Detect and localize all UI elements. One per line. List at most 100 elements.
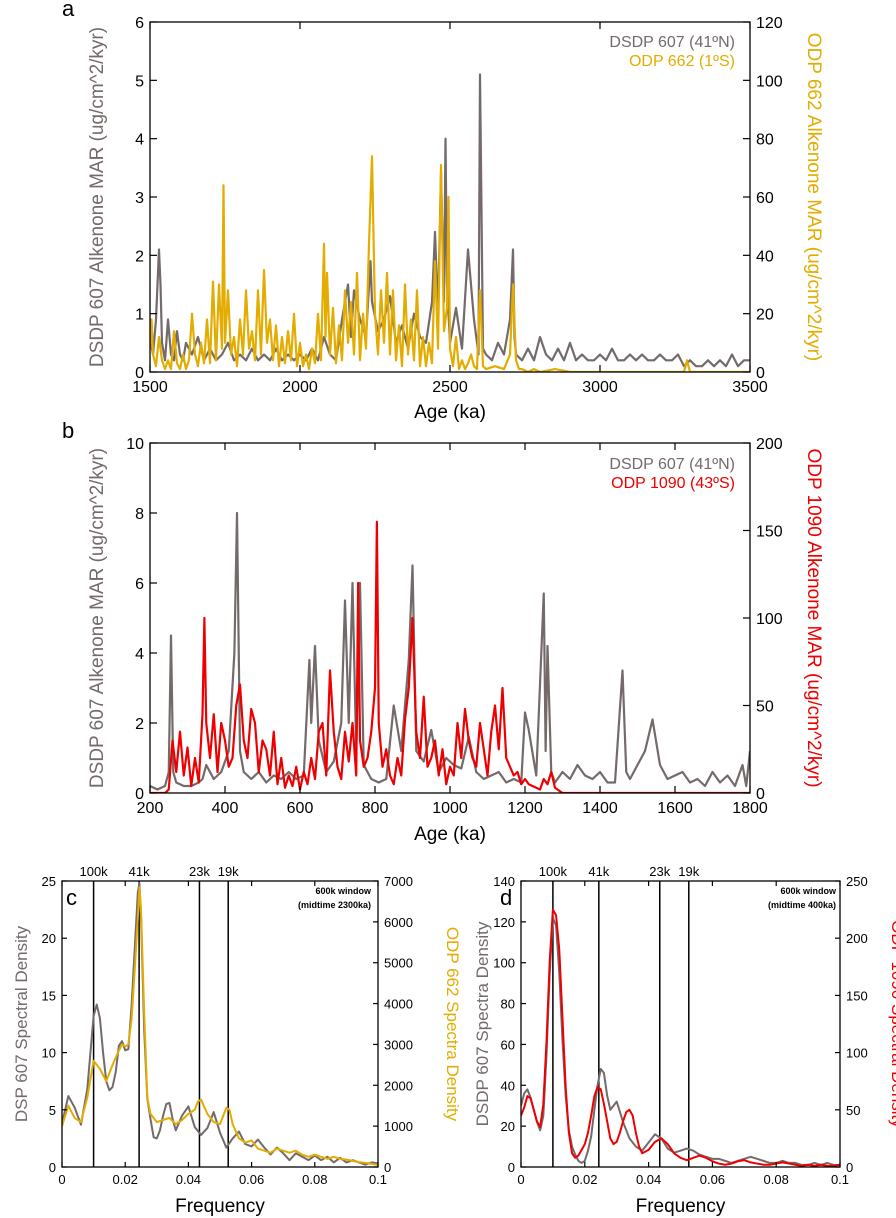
- y-left-tick-label: 4: [135, 646, 144, 663]
- y-right-tick-label: 5000: [384, 956, 413, 971]
- y-left-tick-label: 2: [135, 248, 144, 265]
- y-left-tick-label: 3: [135, 190, 144, 207]
- y-right-tick-label: 50: [846, 1103, 860, 1118]
- y-right-tick-label: 0: [756, 365, 765, 382]
- y-left-tick-label: 140: [493, 874, 515, 889]
- y-left-tick-label: 5: [49, 1103, 56, 1118]
- series-line-odp-1090: [521, 908, 840, 1167]
- y-right-tick-label: 1000: [384, 1119, 413, 1134]
- y-right-tick-label: 7000: [384, 874, 413, 889]
- plot-frame: [61, 880, 379, 1168]
- x-tick-label: 0.08: [764, 1172, 789, 1187]
- y-left-tick-label: 25: [42, 874, 56, 889]
- x-tick-label: 1500: [132, 379, 168, 396]
- y-right-tick-label: 200: [846, 931, 868, 946]
- y-left-tick-label: 40: [501, 1078, 515, 1093]
- x-tick-label: 1600: [657, 800, 693, 817]
- series-line-dsdp-607: [62, 882, 378, 1166]
- y-right-tick-label: 250: [846, 874, 868, 889]
- x-tick-label: 0: [517, 1172, 524, 1187]
- x-tick-label: 0.1: [831, 1172, 849, 1187]
- y-right-axis-label: ODP 1090 Spectral Density: [888, 920, 896, 1128]
- x-tick-label: 200: [137, 800, 164, 817]
- y-left-tick-label: 15: [42, 988, 56, 1003]
- series-line-dsdp-607: [521, 916, 840, 1166]
- y-left-tick-label: 0: [135, 365, 144, 382]
- y-right-tick-label: 40: [756, 248, 774, 265]
- period-label-41k: 41k: [129, 864, 150, 879]
- y-right-tick-label: 4000: [384, 997, 413, 1012]
- y-right-tick-label: 50: [756, 699, 774, 716]
- series-line-odp-662: [62, 886, 378, 1166]
- y-left-tick-label: 4: [135, 132, 144, 149]
- y-left-axis-label: DSDP 607 Alkenone MAR (ug/cm^2/kyr): [87, 27, 108, 367]
- y-right-tick-label: 6000: [384, 915, 413, 930]
- x-tick-label: 3000: [582, 379, 618, 396]
- window-note-line2: (midtime 2300ka): [298, 900, 371, 910]
- y-right-tick-label: 20: [756, 307, 774, 324]
- window-note-line2: (midtime 400ka): [768, 900, 836, 910]
- x-axis-label: Frequency: [175, 1196, 265, 1217]
- y-right-tick-label: 3000: [384, 1037, 413, 1052]
- y-right-tick-label: 150: [756, 524, 783, 541]
- legend-entry: DSDP 607 (41ºN): [609, 456, 735, 473]
- plot-frame: [520, 880, 841, 1168]
- y-right-tick-label: 100: [756, 611, 783, 628]
- series-line-odp-1090-43-s-: [150, 520, 750, 793]
- y-right-tick-label: 0: [384, 1160, 391, 1175]
- x-tick-label: 2500: [432, 379, 468, 396]
- x-tick-label: 800: [362, 800, 389, 817]
- x-tick-label: 2000: [282, 379, 318, 396]
- period-label-23k: 23k: [649, 864, 670, 879]
- y-left-tick-label: 0: [508, 1160, 515, 1175]
- legend-entry: ODP 662 (1ºS): [629, 53, 735, 70]
- x-tick-label: 0.04: [176, 1172, 201, 1187]
- x-tick-label: 0.02: [113, 1172, 138, 1187]
- period-label-100k: 100k: [79, 864, 108, 879]
- y-right-tick-label: 200: [756, 436, 783, 453]
- y-right-tick-label: 100: [846, 1046, 868, 1061]
- x-axis-label: Frequency: [636, 1196, 726, 1217]
- x-tick-label: 0: [58, 1172, 65, 1187]
- y-left-tick-label: 120: [493, 915, 515, 930]
- y-right-tick-label: 120: [756, 15, 783, 32]
- x-tick-label: 0.08: [302, 1172, 327, 1187]
- y-left-axis-label: DSP 607 Spectral Density: [12, 925, 31, 1122]
- x-tick-label: 400: [212, 800, 239, 817]
- window-note-line1: 600k window: [315, 886, 372, 896]
- panel-label: c: [66, 885, 77, 910]
- legend-entry: ODP 1090 (43ºS): [611, 475, 735, 492]
- y-right-tick-label: 2000: [384, 1078, 413, 1093]
- period-label-23k: 23k: [189, 864, 210, 879]
- y-left-tick-label: 60: [501, 1037, 515, 1052]
- y-right-tick-label: 0: [846, 1160, 853, 1175]
- y-left-tick-label: 0: [49, 1160, 56, 1175]
- y-right-tick-label: 0: [756, 786, 765, 803]
- panel-label: b: [62, 418, 74, 443]
- y-left-tick-label: 6: [135, 15, 144, 32]
- series-line-odp-662-1-s-: [150, 155, 750, 372]
- period-label-19k: 19k: [678, 864, 699, 879]
- x-tick-label: 1800: [732, 800, 768, 817]
- x-tick-label: 3500: [732, 379, 768, 396]
- y-left-tick-label: 2: [135, 716, 144, 733]
- y-left-tick-label: 8: [135, 506, 144, 523]
- y-right-axis-label: ODP 662 Alkenone MAR (ug/cm^2/kyr): [803, 33, 824, 362]
- y-left-tick-label: 20: [42, 931, 56, 946]
- y-left-tick-label: 0: [135, 786, 144, 803]
- panel-label: a: [62, 0, 75, 21]
- y-right-tick-label: 150: [846, 988, 868, 1003]
- x-tick-label: 600: [287, 800, 314, 817]
- y-left-axis-label: DSDP 607 Alkenone MAR (ug/cm^2/kyr): [87, 448, 108, 788]
- x-tick-label: 0.02: [572, 1172, 597, 1187]
- y-left-tick-label: 1: [135, 307, 144, 324]
- panel-label: d: [500, 885, 512, 910]
- x-tick-label: 0.06: [700, 1172, 725, 1187]
- y-right-axis-label: ODP 1090 Alkenone MAR (ug/cm^2/kyr): [803, 448, 824, 787]
- legend-entry: DSDP 607 (41ºN): [609, 34, 735, 51]
- period-label-19k: 19k: [218, 864, 239, 879]
- x-tick-label: 0.1: [369, 1172, 387, 1187]
